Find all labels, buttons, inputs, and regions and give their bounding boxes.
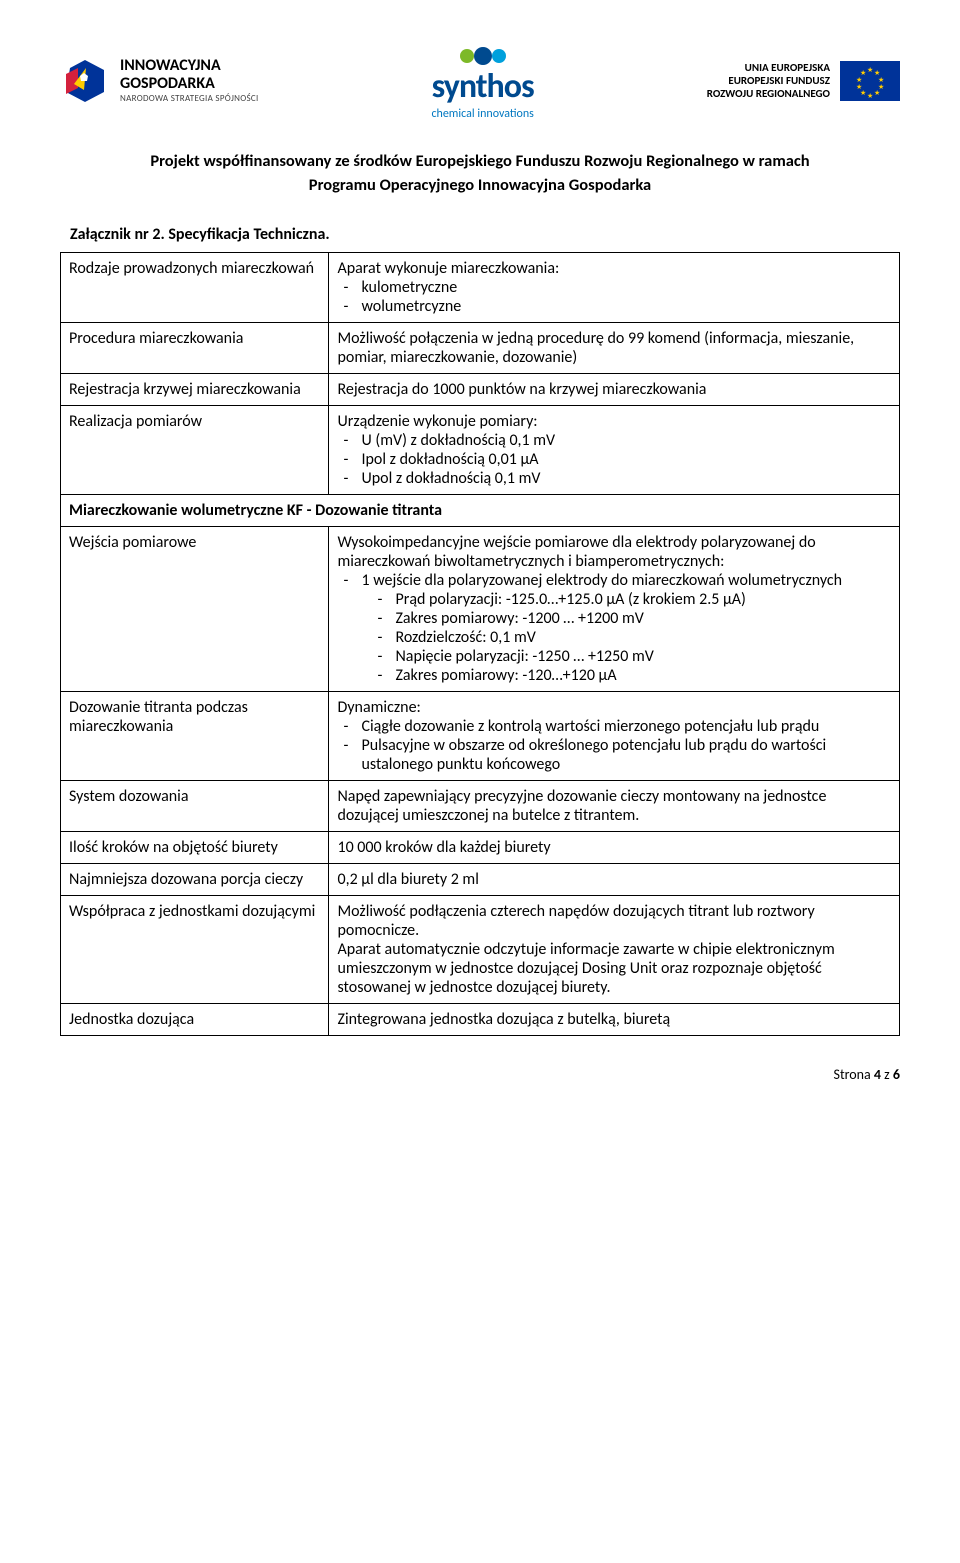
table-row: Współpraca z jednostkami dozującymiMożli… [61,896,900,1004]
spec-label-cell: Rejestracja krzywej miareczkowania [61,374,329,406]
eu-line3: ROZWOJU REGIONALNEGO [707,87,830,100]
cell-list: kulometrycznewolumetrcyzne [337,278,891,316]
project-heading-line1: Projekt współfinansowany ze środków Euro… [60,151,900,171]
table-row: Rodzaje prowadzonych miareczkowańAparat … [61,253,900,323]
table-row: Dozowanie titranta podczas miareczkowani… [61,692,900,781]
cell-text: 0,2 µl dla biurety 2 ml [337,870,891,889]
cell-text: Możliwość podłączenia czterech napędów d… [337,902,891,940]
cell-text: Napęd zapewniający precyzyjne dozowanie … [337,787,891,825]
cell-text: Zintegrowana jednostka dozująca z butelk… [337,1010,891,1029]
eu-line2: EUROPEJSKI FUNDUSZ [707,74,830,87]
spec-label-cell: Jednostka dozująca [61,1004,329,1036]
cell-list-item: 1 wejście dla polaryzowanej elektrody do… [337,571,891,590]
cell-list-item: Pulsacyjne w obszarze od określonego pot… [337,736,891,774]
cell-lead: Dynamiczne: [337,698,891,717]
cell-text: Aparat automatycznie odczytuje informacj… [337,940,891,997]
cell-text: Rejestracja do 1000 punktów na krzywej m… [337,380,891,399]
spec-value-cell: Rejestracja do 1000 punktów na krzywej m… [329,374,900,406]
spec-value-cell: Napęd zapewniający precyzyjne dozowanie … [329,781,900,832]
cell-nested-list: Prąd polaryzacji: -125.0…+125.0 µA (z kr… [337,590,891,685]
ig-caption: NARODOWA STRATEGIA SPÓJNOŚCI [120,94,259,104]
spec-label-cell: Ilość kroków na objętość biurety [61,832,329,864]
spec-label-cell: Rodzaje prowadzonych miareczkowań [61,253,329,323]
cell-lead: Urządzenie wykonuje pomiary: [337,412,891,431]
spec-label-cell: Wejścia pomiarowe [61,527,329,692]
ig-sub: GOSPODARKA [120,75,259,93]
cell-lead: Wysokoimpedancyjne wejście pomiarowe dla… [337,533,891,571]
cell-list-item: U (mV) z dokładnością 0,1 mV [337,431,891,450]
attachment-title: Załącznik nr 2. Specyfikacja Techniczna. [70,225,900,244]
ig-title: INNOWACYJNA [120,57,259,75]
cell-nested-item: Zakres pomiarowy: -120…+120 µA [357,666,891,685]
cell-list-item: wolumetrcyzne [337,297,891,316]
ig-icon [60,56,110,106]
logo-synthos: synthos chemical innovations [431,40,533,121]
spec-table: Rodzaje prowadzonych miareczkowańAparat … [60,252,900,1036]
cell-list-item: Ciągłe dozowanie z kontrolą wartości mie… [337,717,891,736]
page-footer: Strona 4 z 6 [60,1066,900,1083]
cell-nested-item: Prąd polaryzacji: -125.0…+125.0 µA (z kr… [357,590,891,609]
spec-value-cell: 10 000 kroków dla każdej biurety [329,832,900,864]
table-row: Jednostka dozująca Zintegrowana jednostka… [61,1004,900,1036]
table-row: Realizacja pomiarówUrządzenie wykonuje p… [61,406,900,495]
spec-label-cell: Realizacja pomiarów [61,406,329,495]
cell-list: Ciągłe dozowanie z kontrolą wartości mie… [337,717,891,774]
project-heading-line2: Programu Operacyjnego Innowacyjna Gospod… [60,175,900,195]
logo-row: INNOWACYJNA GOSPODARKA NARODOWA STRATEGI… [60,40,900,121]
synthos-title: synthos [431,66,533,107]
cell-nested-item: Zakres pomiarowy: -1200 … +1200 mV [357,609,891,628]
cell-nested-item: Napięcie polaryzacji: -1250 … +1250 mV [357,647,891,666]
spec-label-cell: Najmniejsza dozowana porcja cieczy [61,864,329,896]
section-header-cell: Miareczkowanie wolumetryczne KF - Dozowa… [61,495,900,527]
spec-value-cell: Możliwość podłączenia czterech napędów d… [329,896,900,1004]
spec-value-cell: Aparat wykonuje miareczkowania:kulometry… [329,253,900,323]
cell-list: U (mV) z dokładnością 0,1 mVIpol z dokła… [337,431,891,488]
cell-text: 10 000 kroków dla każdej biurety [337,838,891,857]
table-row: System dozowaniaNapęd zapewniający precy… [61,781,900,832]
table-row: Rejestracja krzywej miareczkowania Rejest… [61,374,900,406]
spec-label-cell: System dozowania [61,781,329,832]
footer-total: 6 [893,1066,900,1083]
spec-value-cell: Urządzenie wykonuje pomiary:U (mV) z dok… [329,406,900,495]
footer-prefix: Strona [834,1066,874,1083]
logo-innowacyjna-gospodarka: INNOWACYJNA GOSPODARKA NARODOWA STRATEGI… [60,56,259,106]
spec-label-cell: Procedura miareczkowania [61,323,329,374]
spec-value-cell: Wysokoimpedancyjne wejście pomiarowe dla… [329,527,900,692]
spec-value-cell: Dynamiczne:Ciągłe dozowanie z kontrolą w… [329,692,900,781]
table-row: Procedura miareczkowaniaMożliwość połącz… [61,323,900,374]
section-row: Miareczkowanie wolumetryczne KF - Dozowa… [61,495,900,527]
spec-label-cell: Współpraca z jednostkami dozującymi [61,896,329,1004]
eu-line1: UNIA EUROPEJSKA [707,61,830,74]
table-row: Wejścia pomiaroweWysokoimpedancyjne wejś… [61,527,900,692]
cell-text: Możliwość połączenia w jedną procedurę d… [337,329,891,367]
eu-flag-icon: ★ ★ ★ ★ ★ ★ ★ ★ ★ ★ [840,61,900,101]
spec-value-cell: Zintegrowana jednostka dozująca z butelk… [329,1004,900,1036]
spec-label-cell: Dozowanie titranta podczas miareczkowani… [61,692,329,781]
cell-list: 1 wejście dla polaryzowanej elektrody do… [337,571,891,590]
spec-value-cell: Możliwość połączenia w jedną procedurę d… [329,323,900,374]
table-row: Najmniejsza dozowana porcja cieczy 0,2 µl… [61,864,900,896]
cell-list-item: Ipol z dokładnością 0,01 μA [337,450,891,469]
cell-list-item: Upol z dokładnością 0,1 mV [337,469,891,488]
footer-mid: z [881,1066,893,1083]
synthos-sub: chemical innovations [431,107,533,121]
logo-eu: UNIA EUROPEJSKA EUROPEJSKI FUNDUSZ ROZWO… [707,61,900,101]
cell-lead: Aparat wykonuje miareczkowania: [337,259,891,278]
footer-page: 4 [874,1066,881,1083]
spec-value-cell: 0,2 µl dla biurety 2 ml [329,864,900,896]
cell-nested-item: Rozdzielczość: 0,1 mV [357,628,891,647]
table-row: Ilość kroków na objętość biurety 10 000 k… [61,832,900,864]
cell-list-item: kulometryczne [337,278,891,297]
